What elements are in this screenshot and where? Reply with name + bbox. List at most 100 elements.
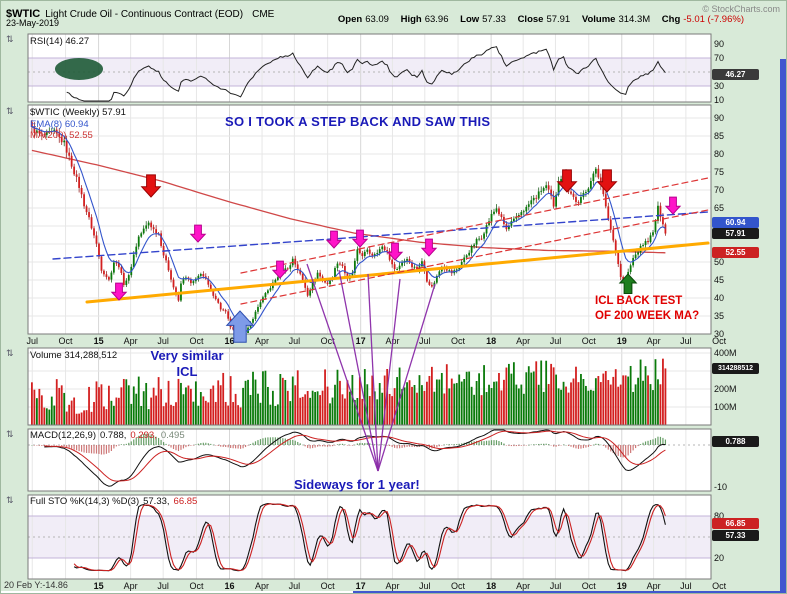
axis-label: Apr xyxy=(647,581,661,591)
sto-d-value: 66.85 xyxy=(173,496,198,507)
axis-label: 400M xyxy=(714,348,737,358)
stockcharts-brand: © StockCharts.com xyxy=(702,4,780,14)
axis-label: Oct xyxy=(321,581,336,591)
rsi-panel-collapse-icon[interactable]: ⇅ xyxy=(6,34,14,44)
axis-label: 85 xyxy=(714,131,724,141)
quote-change: Chg -5.01 (-7.96%) xyxy=(661,14,744,25)
axis-label: Jul xyxy=(419,336,431,346)
macd-signal-value: 0.293, xyxy=(130,430,157,441)
axis-label: 50 xyxy=(714,257,724,267)
axis-label: 18 xyxy=(486,336,496,346)
axis-label: 15 xyxy=(94,581,104,591)
volume-bars xyxy=(31,358,667,425)
axis-label: 10 xyxy=(714,95,724,105)
axis-label: Jul xyxy=(550,336,562,346)
axis-label: Apr xyxy=(516,336,530,346)
axis-label: 20 xyxy=(714,553,724,563)
volume-value-box: 314288512 xyxy=(712,363,759,374)
axis-label: Jul xyxy=(26,336,38,346)
macd-panel-collapse-icon[interactable]: ⇅ xyxy=(6,429,14,439)
red-down-arrow-icon xyxy=(596,169,618,193)
axis-label: Oct xyxy=(582,336,597,346)
axis-label: Apr xyxy=(385,581,399,591)
axis-label: 80 xyxy=(714,149,724,159)
quote-open: Open 63.09 xyxy=(337,14,389,25)
macd-legend-name: MACD(12,26,9) xyxy=(30,430,96,441)
channel-mid-blue-dashed xyxy=(52,211,709,260)
axis-label: Oct xyxy=(189,581,204,591)
sto-k-value: 57.33, xyxy=(143,496,170,507)
trendlines xyxy=(52,177,710,305)
axis-label: 70 xyxy=(714,185,724,195)
axis-label: 19 xyxy=(617,581,627,591)
channel-upper-red-dashed xyxy=(240,177,709,274)
axis-label: Apr xyxy=(255,336,269,346)
axis-label: 30 xyxy=(714,81,724,91)
axis-labels: 90 85 80 75 70 65 50 45 40 35 30 90 70 30 10 400M 200M 10… xyxy=(26,39,736,591)
volume-panel-collapse-icon[interactable]: ⇅ xyxy=(6,348,14,358)
axis-label: Jul xyxy=(157,581,169,591)
axis-label: 75 xyxy=(714,167,724,177)
macd-signal-line xyxy=(44,430,666,482)
axis-label: Oct xyxy=(712,336,727,346)
axis-label: 19 xyxy=(617,336,627,346)
magenta-down-arrow-icon xyxy=(664,196,682,215)
ma200-line xyxy=(31,149,666,254)
axis-label: Oct xyxy=(189,336,204,346)
page-edge-right xyxy=(780,59,786,593)
axis-label: Jul xyxy=(157,336,169,346)
chart-date: 23-May-2019 xyxy=(6,18,60,28)
rsi-line xyxy=(66,46,666,102)
quote-high: High 63.96 xyxy=(400,14,449,25)
ma200-value-box: 52.55 xyxy=(712,247,759,258)
axis-label: Oct xyxy=(321,336,336,346)
axis-label: Jul xyxy=(289,336,301,346)
axis-label: 45 xyxy=(714,275,724,285)
exchange-label: CME xyxy=(252,9,275,20)
axis-label: Oct xyxy=(451,581,466,591)
axis-label: Jul xyxy=(680,336,692,346)
axis-label: 200M xyxy=(714,384,737,394)
magenta-down-arrow-icon xyxy=(271,260,289,279)
magenta-down-arrow-icon xyxy=(420,238,438,257)
axis-label: Apr xyxy=(255,581,269,591)
axis-label: 100M xyxy=(714,402,737,412)
rsi-legend: RSI(14) 46.27 xyxy=(30,36,90,47)
magenta-down-arrow-icon xyxy=(386,242,404,261)
instrument-title: Light Crude Oil - Continuous Contract (E… xyxy=(45,9,244,20)
ema-legend: EMA(8) 60.94 xyxy=(30,119,89,130)
axis-label: 16 xyxy=(224,581,234,591)
axis-label: Jul xyxy=(419,581,431,591)
magenta-down-arrow-icon xyxy=(110,282,128,301)
sto-panel-collapse-icon[interactable]: ⇅ xyxy=(6,495,14,505)
annotation-arrows xyxy=(110,169,682,343)
ema-value-box: 60.94 xyxy=(712,217,759,228)
annotation-sideways: Sideways for 1 year! xyxy=(294,477,420,492)
magenta-down-arrow-icon xyxy=(189,224,207,243)
axis-label: Jul xyxy=(680,581,692,591)
axis-label: Apr xyxy=(516,581,530,591)
price-panel-collapse-icon[interactable]: ⇅ xyxy=(6,106,14,116)
sto-legend: Full STO %K(14,3) %D(3) 57.33, 66.85 xyxy=(30,496,197,507)
sto-d-value-box: 66.85 xyxy=(712,518,759,529)
macd-value-box: 0.788 xyxy=(712,436,759,447)
magenta-down-arrow-icon xyxy=(351,229,369,248)
axis-label: Jul xyxy=(550,581,562,591)
axis-label: 15 xyxy=(94,336,104,346)
close-value-box: 57.91 xyxy=(712,228,759,239)
axis-label: 18 xyxy=(486,581,496,591)
quote-low: Low 57.33 xyxy=(460,14,506,25)
axis-label: 30 xyxy=(714,329,724,339)
axis-label: -10 xyxy=(714,482,727,492)
ma200-legend: MA(200) 52.55 xyxy=(30,130,93,141)
magenta-down-arrow-icon xyxy=(325,230,343,249)
sto-k-line xyxy=(73,503,666,572)
red-down-arrow-icon xyxy=(556,169,578,193)
axis-label: 35 xyxy=(714,311,724,321)
blue-up-arrow-icon xyxy=(225,310,255,343)
quote-volume: Volume 314.3M xyxy=(581,14,651,25)
axis-label: 17 xyxy=(356,336,366,346)
ema-line xyxy=(31,126,666,332)
chart-header: $WTIC Light Crude Oil - Continuous Contra… xyxy=(6,4,274,22)
